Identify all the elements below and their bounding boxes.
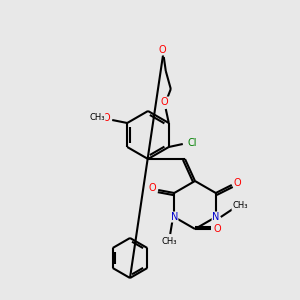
Text: O: O (234, 178, 242, 188)
Text: O: O (213, 224, 221, 234)
Text: O: O (102, 113, 110, 123)
Text: O: O (161, 97, 169, 107)
Text: CH₃: CH₃ (161, 236, 177, 245)
Text: O: O (159, 45, 166, 55)
Text: CH₃: CH₃ (232, 202, 248, 211)
Text: N: N (212, 212, 220, 222)
Text: O: O (148, 183, 156, 193)
Text: Cl: Cl (187, 138, 196, 148)
Text: N: N (170, 212, 178, 222)
Text: CH₃: CH₃ (89, 113, 105, 122)
